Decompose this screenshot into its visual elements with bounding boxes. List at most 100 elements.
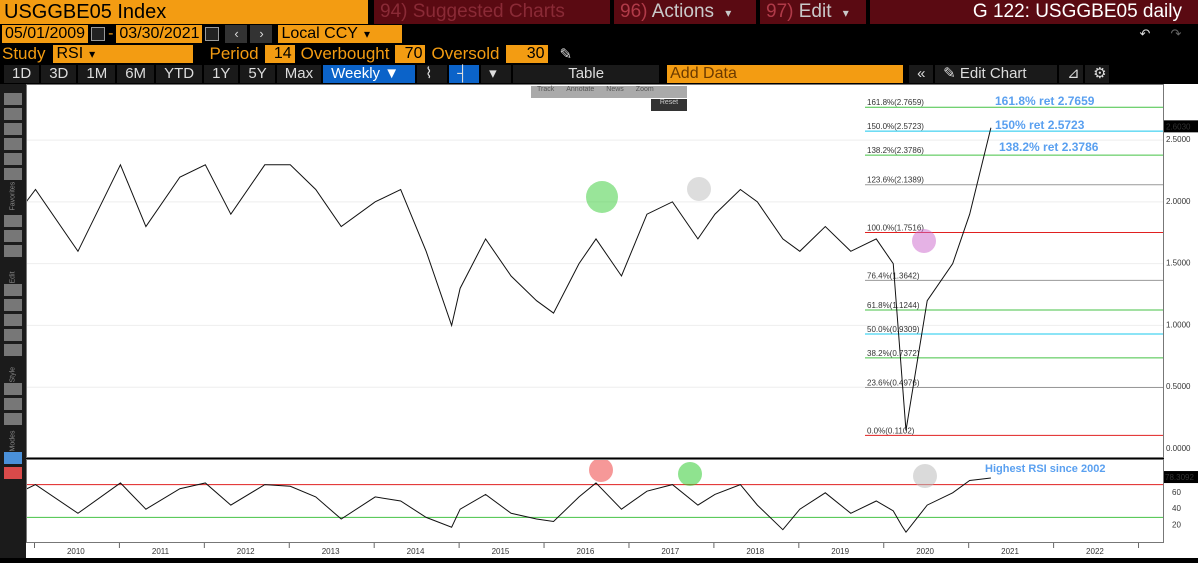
last-price-box <box>1164 120 1198 133</box>
move-icon[interactable] <box>4 284 22 296</box>
period-1y[interactable]: 1Y <box>204 65 239 83</box>
line-chart-icon[interactable]: ⌇ <box>417 65 448 83</box>
collapse-icon[interactable]: « <box>909 65 934 83</box>
draw-icon[interactable]: ⊿ <box>1059 65 1084 83</box>
next-arrow-icon[interactable]: › <box>250 25 273 43</box>
actions-num: 96) <box>620 1 648 22</box>
currency-select[interactable]: Local CCY <box>278 25 403 43</box>
end-date-field[interactable]: 03/30/2021 <box>116 25 203 43</box>
period-5y[interactable]: 5Y <box>240 65 275 83</box>
period-label: Period <box>209 44 259 63</box>
brush-icon[interactable] <box>4 215 22 227</box>
period-max[interactable]: Max <box>276 65 322 83</box>
channel-tool-icon[interactable] <box>4 168 22 180</box>
left-toolbar: Favorites Edit Style Modes <box>0 84 26 558</box>
mini-toolbar: Track Annotate News Zoom <box>531 86 687 98</box>
chart-type-dropdown-icon[interactable]: ▾ <box>481 65 512 83</box>
text-tool-icon[interactable] <box>4 153 22 165</box>
fib-label-9: 23.6%(0.4976) <box>867 379 920 388</box>
fib-label-7: 50.0%(0.9309) <box>867 325 920 334</box>
x-tick-10: 2020 <box>916 547 934 556</box>
ticker-field[interactable]: USGGBE05 Index <box>0 0 368 24</box>
pointer-icon[interactable] <box>4 93 22 105</box>
fib-tool-icon[interactable] <box>4 138 22 150</box>
start-date-field[interactable]: 05/01/2009 <box>2 25 89 43</box>
bar-chart-icon[interactable]: ┤ <box>449 65 480 83</box>
edit-chart-button[interactable]: ✎ Edit Chart <box>935 65 1058 83</box>
edit-chart-label: Edit Chart <box>959 65 1027 82</box>
mini-news[interactable]: News <box>606 86 624 93</box>
period-field[interactable]: 14 <box>264 45 295 63</box>
frequency-select[interactable]: Weekly ▼ <box>323 65 416 83</box>
study-select[interactable]: RSI <box>53 45 194 63</box>
price-chart[interactable]: 161.8%(2.7659) 150.0%(2.5723) 138.2%(2.378… <box>0 84 1164 458</box>
line-color-icon[interactable] <box>4 413 22 425</box>
line-width-icon[interactable] <box>4 383 22 395</box>
annotation-1: 150% ret 2.5723 <box>995 118 1085 132</box>
rsi-circle-0 <box>589 458 613 482</box>
redo-icon[interactable]: ↷ <box>1162 25 1190 43</box>
fib-label-0: 161.8%(2.7659) <box>867 98 924 107</box>
reset-button[interactable]: Reset <box>651 99 687 111</box>
rsi-series-line <box>0 477 991 534</box>
y-tick-2: 1.5000 <box>1166 259 1191 268</box>
undo-icon[interactable]: ↶ <box>1131 25 1159 43</box>
rsi-circle-2 <box>913 464 937 488</box>
overbought-field[interactable]: 70 <box>395 45 426 63</box>
study-label: Study <box>2 44 46 63</box>
hline-icon[interactable] <box>4 230 22 242</box>
period-3d[interactable]: 3D <box>41 65 77 83</box>
pencil-icon[interactable]: ✎ <box>559 46 573 63</box>
select-icon[interactable] <box>4 299 22 311</box>
title-bar: USGGBE05 Index 94) Suggested Charts 96) … <box>0 0 1198 24</box>
period-6m[interactable]: 6M <box>117 65 155 83</box>
period-1d[interactable]: 1D <box>4 65 40 83</box>
font-icon[interactable] <box>4 329 22 341</box>
rsi-last-box <box>1164 471 1198 484</box>
rsi-panel[interactable]: Highest RSI since 2002 <box>0 458 1164 543</box>
add-data-field[interactable]: Add Data <box>667 65 904 83</box>
ray-icon[interactable] <box>4 245 22 257</box>
prev-arrow-icon[interactable]: ‹ <box>225 25 248 43</box>
fill-icon[interactable] <box>4 344 22 356</box>
percent-tool-icon[interactable] <box>4 123 22 135</box>
calendar-icon[interactable] <box>91 27 106 41</box>
window-title: G 122: USGGBE05 daily <box>870 0 1198 24</box>
table-button[interactable]: Table <box>513 65 660 83</box>
mode-color-icon[interactable] <box>4 467 22 479</box>
fib-label-6: 61.8%(1.1244) <box>867 301 920 310</box>
rsi-last-label: 78.3092 <box>1165 473 1194 482</box>
actions-menu[interactable]: 96) Actions <box>614 0 756 24</box>
date-dash: - <box>108 25 114 42</box>
calendar-icon-end[interactable] <box>205 27 220 41</box>
y-tick-3: 1.0000 <box>1166 320 1191 329</box>
line-style-icon[interactable] <box>4 398 22 410</box>
line-tool-icon[interactable] <box>4 108 22 120</box>
suggested-charts-menu[interactable]: 94) Suggested Charts <box>374 0 610 24</box>
x-tick-7: 2017 <box>661 547 679 556</box>
frequency-value: Weekly <box>331 65 381 82</box>
highlight-circle-1 <box>687 177 711 201</box>
edit-label-side: Edit <box>9 271 17 284</box>
edit-num: 97) <box>766 1 794 22</box>
y-tick-1: 2.0000 <box>1166 197 1191 206</box>
x-tick-6: 2016 <box>577 547 595 556</box>
mini-zoom[interactable]: Zoom <box>635 86 654 93</box>
oversold-field[interactable]: 30 <box>505 45 548 63</box>
period-ytd[interactable]: YTD <box>156 65 203 83</box>
x-tick-1: 2011 <box>152 547 170 556</box>
mode-crosshair-icon[interactable] <box>4 452 22 464</box>
oversold-label: Oversold <box>431 44 500 63</box>
edit-menu[interactable]: 97) Edit <box>760 0 866 24</box>
toolbar-pad <box>0 84 26 90</box>
highlight-circle-2 <box>912 229 936 253</box>
mini-annotate[interactable]: Annotate <box>566 86 595 93</box>
x-tick-4: 2014 <box>407 547 425 556</box>
settings-gear-icon[interactable]: ⚙ <box>1085 65 1110 83</box>
mini-track[interactable]: Track <box>537 86 555 93</box>
x-tick-8: 2018 <box>746 547 764 556</box>
x-tick-9: 2019 <box>831 547 849 556</box>
trash-icon[interactable] <box>4 314 22 326</box>
period-1m[interactable]: 1M <box>78 65 116 83</box>
style-label: Style <box>9 366 17 383</box>
